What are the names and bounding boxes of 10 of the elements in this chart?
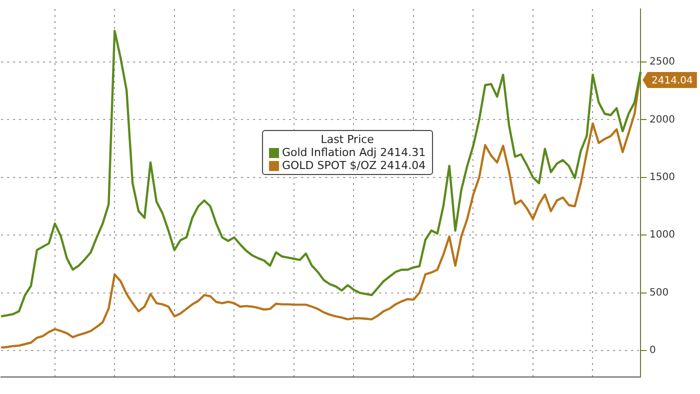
y-tick-label: 1000 [650, 230, 676, 241]
legend-label: Gold Inflation Adj 2414.31 [282, 146, 426, 159]
y-tick-label: 500 [650, 287, 669, 298]
y-tick-label: 2000 [650, 114, 676, 126]
y-tick-label: 0 [650, 345, 656, 356]
text: 2414.04 [652, 76, 693, 87]
legend-title: Last Price [320, 133, 375, 146]
legend-label: GOLD SPOT $/OZ 2414.04 [282, 159, 426, 172]
y-tick-label: 2500 [650, 56, 676, 68]
y-tick-label: 1500 [650, 172, 676, 184]
